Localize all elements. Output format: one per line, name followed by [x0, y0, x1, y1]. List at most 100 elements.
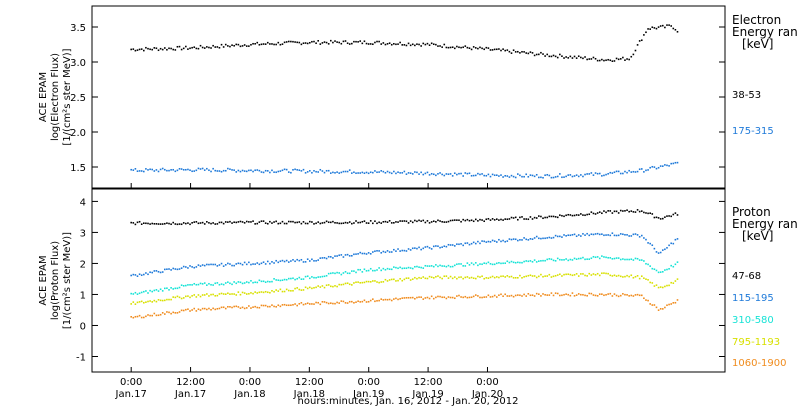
- data-point-47-68: [607, 210, 609, 212]
- data-point-115-195: [592, 233, 595, 236]
- data-point-175-315: [306, 171, 309, 173]
- data-point-175-315: [577, 175, 580, 178]
- data-point-795-1193: [330, 285, 332, 288]
- data-point-1060-1900: [479, 296, 481, 299]
- data-point-1060-1900: [451, 296, 454, 299]
- data-point-38-53: [279, 43, 282, 46]
- data-point-795-1193: [617, 274, 620, 277]
- data-point-38-53: [672, 27, 675, 30]
- data-point-47-68: [437, 219, 439, 222]
- data-point-795-1193: [603, 272, 605, 274]
- data-point-38-53: [500, 49, 502, 52]
- data-point-115-195: [164, 268, 166, 271]
- data-point-175-315: [554, 176, 557, 178]
- data-point-795-1193: [405, 277, 408, 279]
- panel-frame-1: [91, 188, 726, 373]
- data-point-1060-1900: [449, 296, 452, 299]
- data-point-175-315: [363, 172, 366, 175]
- data-point-47-68: [657, 217, 660, 219]
- data-point-310-580: [262, 280, 265, 283]
- data-point-47-68: [201, 221, 204, 224]
- data-point-310-580: [185, 284, 187, 287]
- data-point-795-1193: [407, 277, 410, 279]
- data-point-795-1193: [340, 283, 343, 286]
- data-point-795-1193: [281, 290, 284, 293]
- data-point-115-195: [418, 246, 420, 249]
- data-point-1060-1900: [269, 305, 271, 308]
- data-point-115-195: [300, 258, 303, 261]
- data-point-175-315: [298, 169, 301, 172]
- data-point-310-580: [281, 279, 284, 282]
- data-point-310-580: [266, 280, 269, 283]
- data-point-175-315: [317, 171, 319, 173]
- data-point-115-195: [296, 258, 298, 261]
- data-point-175-315: [487, 173, 490, 176]
- y-axis-label-line: log(Electron Flux): [50, 53, 61, 141]
- data-point-47-68: [418, 219, 420, 222]
- data-point-38-53: [260, 43, 263, 46]
- data-point-310-580: [674, 263, 677, 266]
- data-point-1060-1900: [279, 305, 282, 308]
- data-point-1060-1900: [302, 303, 305, 306]
- data-point-175-315: [287, 171, 290, 173]
- data-point-38-53: [323, 41, 326, 43]
- data-point-310-580: [670, 264, 672, 267]
- data-point-175-315: [535, 173, 538, 176]
- data-point-795-1193: [296, 287, 298, 289]
- data-point-795-1193: [409, 279, 412, 281]
- data-point-175-315: [185, 168, 187, 171]
- data-point-38-53: [605, 59, 607, 62]
- data-point-795-1193: [279, 288, 282, 291]
- data-point-115-195: [149, 271, 151, 274]
- data-point-47-68: [140, 223, 143, 225]
- data-point-38-53: [287, 40, 290, 43]
- data-point-115-195: [351, 254, 353, 257]
- data-point-175-315: [395, 172, 397, 175]
- data-point-1060-1900: [189, 310, 191, 312]
- data-point-795-1193: [424, 277, 427, 280]
- data-point-38-53: [306, 42, 309, 45]
- data-point-47-68: [323, 221, 326, 224]
- data-point-47-68: [546, 216, 549, 219]
- data-point-47-68: [252, 220, 254, 222]
- data-point-47-68: [275, 220, 277, 223]
- data-point-1060-1900: [649, 303, 651, 305]
- data-point-1060-1900: [651, 304, 654, 306]
- data-point-1060-1900: [292, 303, 294, 306]
- data-point-310-580: [552, 259, 555, 262]
- data-point-175-315: [361, 171, 364, 174]
- data-point-47-68: [405, 220, 408, 223]
- data-point-310-580: [174, 287, 177, 290]
- data-point-47-68: [510, 216, 513, 219]
- data-point-47-68: [470, 219, 473, 222]
- data-point-310-580: [340, 273, 343, 276]
- data-point-1060-1900: [164, 313, 166, 315]
- data-point-1060-1900: [294, 303, 296, 305]
- data-point-795-1193: [622, 276, 624, 278]
- data-point-1060-1900: [519, 294, 521, 297]
- data-point-175-315: [418, 173, 420, 175]
- data-point-795-1193: [542, 275, 544, 278]
- data-point-175-315: [189, 169, 191, 172]
- data-point-115-195: [582, 233, 584, 235]
- data-point-795-1193: [195, 296, 198, 298]
- data-point-115-195: [653, 247, 656, 250]
- data-point-795-1193: [233, 293, 235, 295]
- data-point-38-53: [489, 49, 492, 51]
- data-point-310-580: [548, 258, 551, 260]
- data-point-1060-1900: [630, 294, 633, 297]
- data-point-115-195: [571, 234, 574, 236]
- data-point-795-1193: [529, 274, 532, 277]
- data-point-115-195: [666, 247, 668, 249]
- data-point-310-580: [264, 281, 267, 283]
- data-point-115-195: [151, 271, 154, 274]
- data-point-115-195: [525, 238, 528, 241]
- data-point-175-315: [254, 169, 256, 172]
- data-point-38-53: [380, 43, 383, 45]
- data-point-1060-1900: [317, 301, 319, 304]
- data-point-1060-1900: [559, 294, 561, 297]
- data-point-310-580: [227, 281, 229, 283]
- data-point-115-195: [237, 262, 240, 265]
- data-point-310-580: [376, 269, 378, 271]
- data-point-795-1193: [607, 272, 609, 275]
